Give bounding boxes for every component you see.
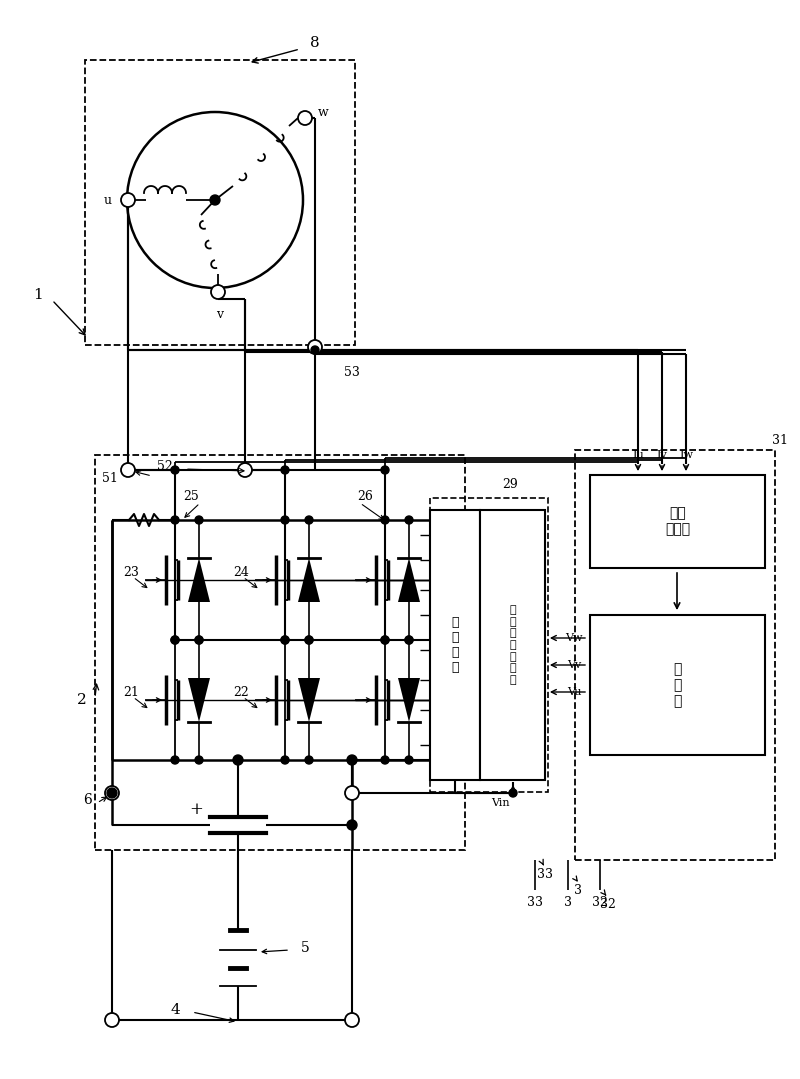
Text: +: + bbox=[189, 801, 203, 818]
Polygon shape bbox=[188, 678, 210, 722]
Text: Vw: Vw bbox=[566, 633, 582, 643]
Text: u: u bbox=[104, 193, 112, 206]
Text: Iu: Iu bbox=[632, 450, 644, 460]
Circle shape bbox=[195, 756, 203, 764]
Circle shape bbox=[195, 516, 203, 524]
Circle shape bbox=[281, 636, 289, 644]
Circle shape bbox=[195, 636, 203, 644]
Text: Vu: Vu bbox=[566, 687, 582, 697]
Circle shape bbox=[238, 463, 252, 477]
Text: 26: 26 bbox=[357, 491, 373, 504]
Circle shape bbox=[381, 466, 389, 474]
Text: 21: 21 bbox=[123, 685, 139, 698]
Bar bbox=[95, 455, 465, 850]
Circle shape bbox=[281, 466, 289, 474]
Text: 25: 25 bbox=[183, 491, 198, 504]
Text: w: w bbox=[318, 106, 328, 119]
Text: 22: 22 bbox=[233, 685, 249, 698]
Text: Iw: Iw bbox=[679, 450, 693, 460]
Text: 计
算
器: 计 算 器 bbox=[674, 661, 682, 708]
Circle shape bbox=[345, 1013, 359, 1027]
Text: 1: 1 bbox=[33, 288, 43, 302]
Bar bbox=[590, 615, 765, 755]
Circle shape bbox=[405, 636, 413, 644]
Text: 32: 32 bbox=[600, 899, 616, 912]
Text: 6: 6 bbox=[84, 793, 92, 807]
Circle shape bbox=[405, 756, 413, 764]
Polygon shape bbox=[298, 558, 320, 602]
Bar bbox=[430, 498, 548, 792]
Circle shape bbox=[121, 193, 135, 207]
Bar bbox=[575, 450, 775, 860]
Text: Vv: Vv bbox=[567, 660, 581, 670]
Text: 33: 33 bbox=[537, 869, 553, 882]
Text: 驱
动
电
路: 驱 动 电 路 bbox=[451, 616, 458, 674]
Text: 2: 2 bbox=[77, 693, 87, 707]
Text: 52: 52 bbox=[157, 461, 173, 474]
Circle shape bbox=[281, 756, 289, 764]
Bar bbox=[590, 475, 765, 568]
Polygon shape bbox=[188, 558, 210, 602]
Circle shape bbox=[105, 1013, 119, 1027]
Bar bbox=[85, 60, 355, 345]
Text: 23: 23 bbox=[123, 565, 139, 578]
Text: 31: 31 bbox=[772, 434, 788, 447]
Circle shape bbox=[311, 346, 319, 354]
Text: 输
出
电
压
计
算
器: 输 出 电 压 计 算 器 bbox=[509, 605, 516, 685]
Circle shape bbox=[281, 636, 289, 644]
Bar bbox=[430, 510, 480, 780]
Circle shape bbox=[107, 788, 117, 798]
Circle shape bbox=[211, 285, 225, 299]
Text: 29: 29 bbox=[502, 478, 518, 491]
Circle shape bbox=[305, 756, 313, 764]
Text: 电流
检测器: 电流 检测器 bbox=[665, 506, 690, 536]
Circle shape bbox=[171, 756, 179, 764]
Circle shape bbox=[381, 636, 389, 644]
Circle shape bbox=[281, 516, 289, 524]
Circle shape bbox=[105, 786, 119, 800]
Text: Iv: Iv bbox=[657, 450, 667, 460]
Circle shape bbox=[345, 786, 359, 800]
Circle shape bbox=[381, 516, 389, 524]
Circle shape bbox=[171, 516, 179, 524]
Circle shape bbox=[381, 636, 389, 644]
Polygon shape bbox=[298, 678, 320, 722]
Circle shape bbox=[405, 636, 413, 644]
Polygon shape bbox=[398, 558, 420, 602]
Circle shape bbox=[298, 111, 312, 125]
Circle shape bbox=[210, 195, 220, 205]
Text: 5: 5 bbox=[301, 941, 310, 955]
Polygon shape bbox=[398, 678, 420, 722]
Bar bbox=[480, 510, 545, 780]
Circle shape bbox=[171, 636, 179, 644]
Text: 53: 53 bbox=[344, 366, 360, 379]
Text: v: v bbox=[217, 308, 223, 320]
Circle shape bbox=[381, 756, 389, 764]
Text: Vin: Vin bbox=[490, 798, 510, 808]
Text: 8: 8 bbox=[310, 36, 320, 50]
Text: 4: 4 bbox=[170, 1003, 180, 1017]
Circle shape bbox=[233, 755, 243, 765]
Circle shape bbox=[405, 516, 413, 524]
Text: 3: 3 bbox=[574, 884, 582, 897]
Text: 3: 3 bbox=[564, 896, 572, 909]
Circle shape bbox=[509, 789, 517, 797]
Circle shape bbox=[305, 636, 313, 644]
Circle shape bbox=[171, 636, 179, 644]
Circle shape bbox=[127, 112, 303, 288]
Circle shape bbox=[305, 636, 313, 644]
Circle shape bbox=[171, 466, 179, 474]
Text: 51: 51 bbox=[102, 473, 118, 486]
Circle shape bbox=[305, 516, 313, 524]
Circle shape bbox=[195, 636, 203, 644]
Text: 32: 32 bbox=[592, 896, 608, 909]
Circle shape bbox=[347, 755, 357, 765]
Text: 33: 33 bbox=[527, 896, 543, 909]
Circle shape bbox=[347, 820, 357, 830]
Circle shape bbox=[121, 463, 135, 477]
Circle shape bbox=[308, 340, 322, 354]
Text: 24: 24 bbox=[233, 565, 249, 578]
